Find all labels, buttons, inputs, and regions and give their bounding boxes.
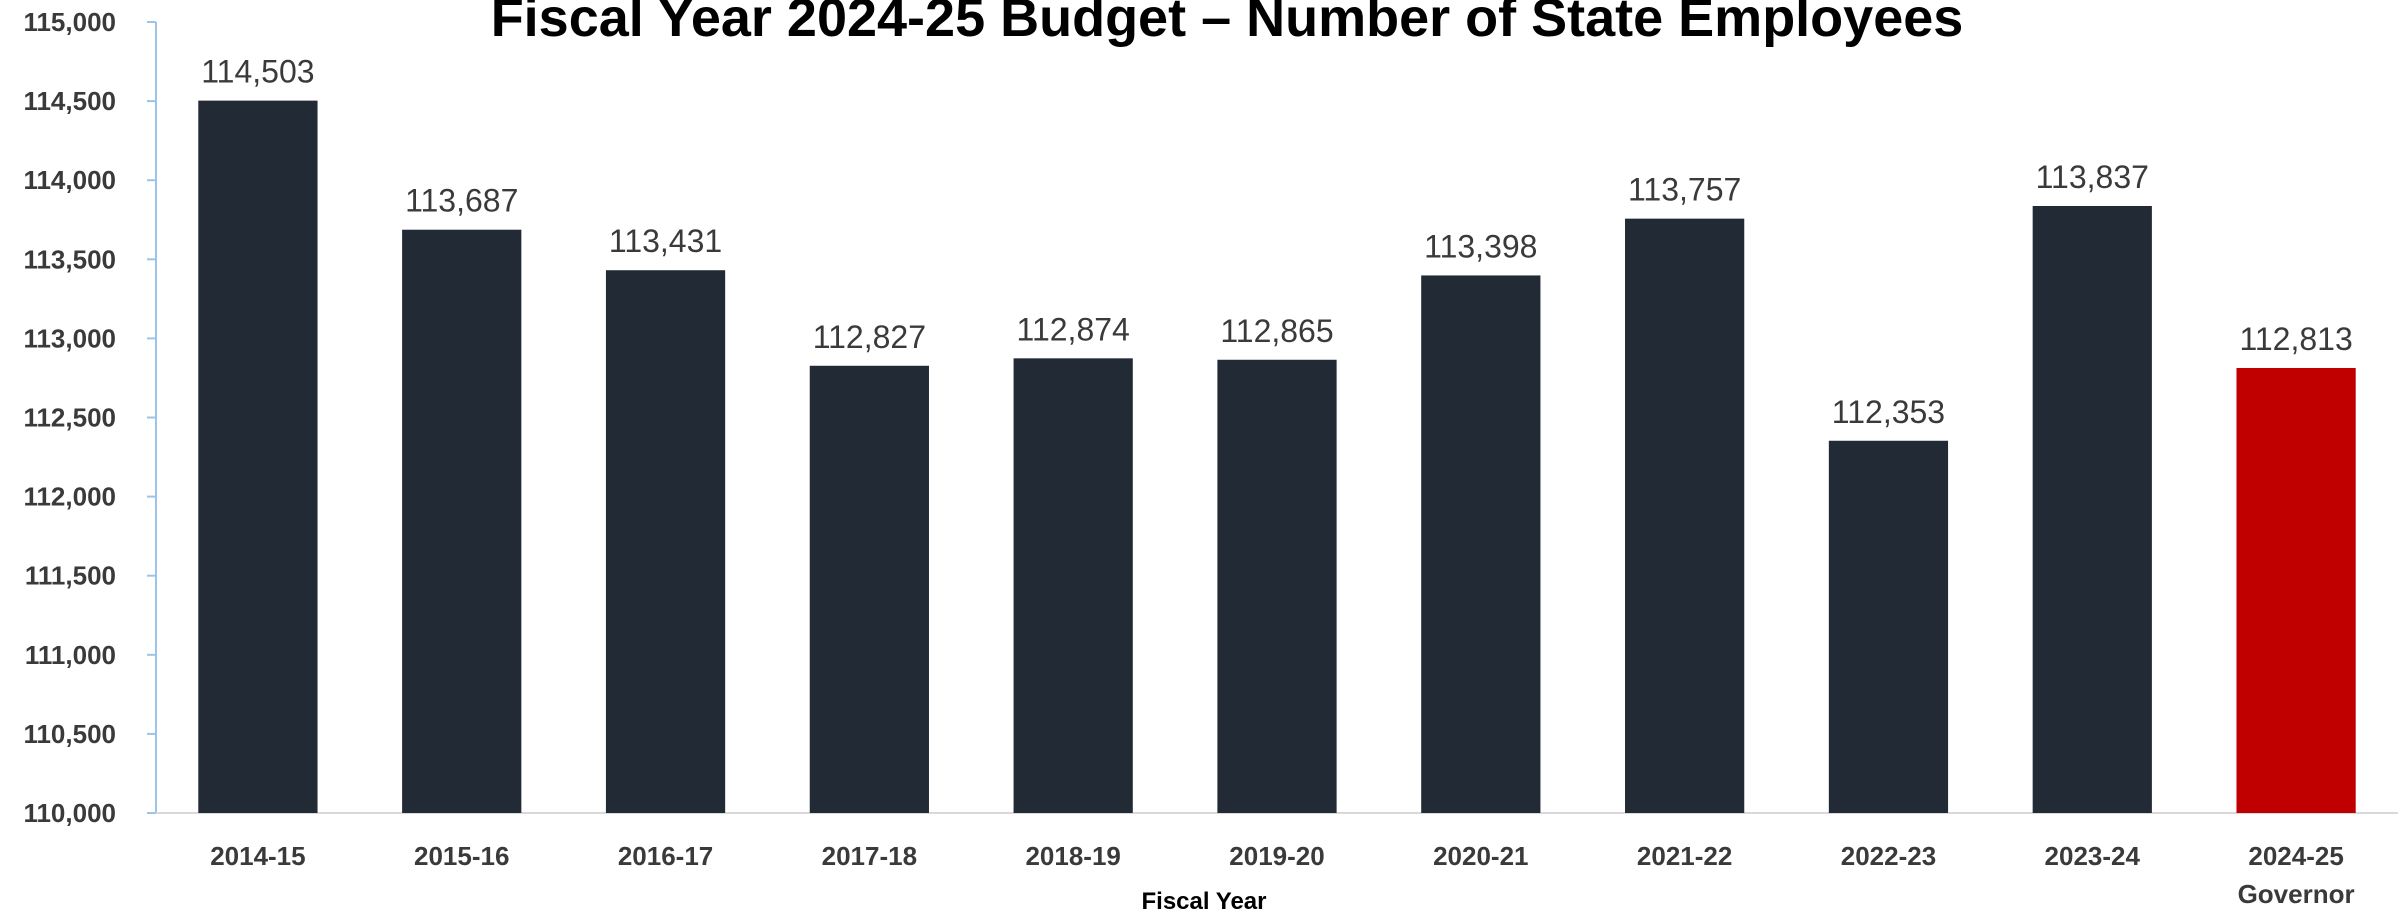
x-tick-label: 2014-15 xyxy=(210,841,305,871)
bars xyxy=(198,100,2356,814)
y-tick-label: 114,500 xyxy=(23,86,116,116)
data-label: 113,757 xyxy=(1628,172,1741,208)
y-tick-label: 114,000 xyxy=(23,165,116,195)
bar-2018-19 xyxy=(1013,358,1133,813)
bar-2024-25 xyxy=(2236,367,2356,813)
y-tick-label: 111,000 xyxy=(25,640,116,670)
x-axis-title: Fiscal Year xyxy=(1142,888,1267,915)
chart-title: Fiscal Year 2024-25 Budget – Number of S… xyxy=(491,0,1964,48)
data-label: 112,353 xyxy=(1832,394,1945,430)
data-labels: 114,503 113,687 113,431 112,827 112,874 112,8… xyxy=(201,54,2352,430)
data-label: 113,431 xyxy=(609,223,722,259)
bar-2023-24 xyxy=(2032,205,2152,814)
x-tick-label: 2021-22 xyxy=(1637,841,1732,871)
data-label: 112,827 xyxy=(813,319,926,355)
x-tick-label: 2016-17 xyxy=(618,841,713,871)
y-axis: 110,000 110,500 111,000 111,500 112,000 112,5… xyxy=(23,7,157,828)
x-tick-label: 2018-19 xyxy=(1025,841,1120,871)
x-tick-label: 2022-23 xyxy=(1841,841,1936,871)
x-tick-label: 2020-21 xyxy=(1433,841,1528,871)
bar-2019-20 xyxy=(1217,359,1337,813)
data-label: 112,874 xyxy=(1017,311,1130,347)
bar-2014-15 xyxy=(198,100,318,814)
data-label: 113,837 xyxy=(2036,159,2149,195)
y-tick-label: 111,500 xyxy=(25,561,116,591)
data-label: 114,503 xyxy=(201,54,314,90)
bar-2021-22 xyxy=(1625,218,1745,814)
data-label: 112,865 xyxy=(1220,313,1333,349)
data-label: 113,687 xyxy=(405,183,518,219)
y-tick-label: 115,000 xyxy=(23,7,116,37)
y-tick-label: 110,000 xyxy=(23,798,116,828)
bar-2020-21 xyxy=(1421,275,1541,813)
y-tick-label: 112,500 xyxy=(23,403,116,433)
y-tick-label: 112,000 xyxy=(23,482,116,512)
x-tick-label: 2015-16 xyxy=(414,841,509,871)
y-tick-label: 113,500 xyxy=(23,244,116,274)
y-tick-label: 110,500 xyxy=(23,719,116,749)
data-label: 113,398 xyxy=(1424,228,1537,264)
y-tick-label: 113,000 xyxy=(23,323,116,353)
category-labels: 2014-15 2015-16 2016-17 2017-18 2018-19 2019-… xyxy=(210,841,2354,909)
bar-2017-18 xyxy=(809,365,929,813)
bar-2022-23 xyxy=(1828,440,1949,813)
data-label: 112,813 xyxy=(2239,321,2352,357)
x-tick-label: 2019-20 xyxy=(1229,841,1324,871)
x-tick-label: 2023-24 xyxy=(2045,841,2141,871)
x-tick-label: 2017-18 xyxy=(822,841,917,871)
bar-2016-17 xyxy=(605,270,726,813)
bar-2015-16 xyxy=(402,229,522,813)
x-tick-label: 2024-25 xyxy=(2248,841,2343,871)
x-tick-sublabel: Governor xyxy=(2238,879,2355,909)
